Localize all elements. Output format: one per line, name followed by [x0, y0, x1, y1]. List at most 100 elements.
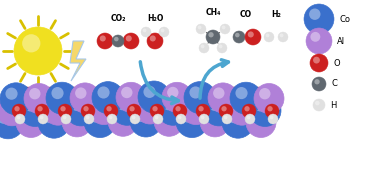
Circle shape — [237, 107, 253, 123]
Circle shape — [125, 109, 131, 115]
Circle shape — [206, 30, 220, 44]
Circle shape — [16, 99, 32, 115]
Circle shape — [43, 87, 59, 103]
Circle shape — [7, 107, 23, 123]
Circle shape — [245, 29, 261, 45]
Circle shape — [64, 101, 70, 108]
Circle shape — [150, 111, 165, 127]
Circle shape — [12, 111, 27, 127]
Circle shape — [306, 28, 332, 54]
Circle shape — [204, 87, 220, 103]
Circle shape — [215, 95, 219, 99]
Circle shape — [167, 87, 178, 98]
Circle shape — [256, 100, 270, 114]
Circle shape — [62, 107, 92, 137]
Circle shape — [244, 106, 250, 112]
Circle shape — [89, 95, 119, 125]
FancyArrowPatch shape — [140, 62, 178, 104]
Circle shape — [250, 87, 266, 103]
Circle shape — [245, 114, 255, 124]
Circle shape — [17, 115, 20, 119]
Circle shape — [248, 101, 254, 108]
Circle shape — [173, 104, 187, 118]
Circle shape — [126, 35, 132, 41]
Circle shape — [227, 87, 243, 103]
Circle shape — [95, 100, 109, 114]
Circle shape — [280, 33, 283, 37]
Circle shape — [160, 89, 166, 95]
Circle shape — [201, 115, 204, 119]
Circle shape — [12, 104, 26, 118]
Circle shape — [132, 115, 135, 119]
Circle shape — [246, 99, 262, 115]
Circle shape — [220, 24, 230, 34]
Circle shape — [120, 102, 126, 107]
Circle shape — [33, 109, 39, 115]
Circle shape — [106, 97, 112, 104]
Circle shape — [258, 102, 264, 107]
Text: H₂O: H₂O — [147, 14, 163, 23]
Circle shape — [131, 99, 147, 115]
Circle shape — [192, 95, 196, 99]
Circle shape — [114, 89, 120, 95]
Circle shape — [122, 107, 138, 123]
Circle shape — [235, 33, 240, 37]
Circle shape — [206, 89, 212, 95]
Circle shape — [81, 111, 96, 127]
Circle shape — [135, 94, 165, 124]
Circle shape — [217, 109, 223, 115]
Circle shape — [210, 100, 224, 114]
Circle shape — [313, 99, 325, 111]
Circle shape — [63, 115, 66, 119]
Circle shape — [181, 87, 197, 103]
Circle shape — [198, 113, 204, 119]
Circle shape — [152, 106, 158, 112]
Circle shape — [194, 109, 200, 115]
Circle shape — [103, 95, 119, 111]
Circle shape — [67, 111, 79, 123]
Circle shape — [106, 106, 112, 112]
Text: Co: Co — [339, 15, 350, 23]
Circle shape — [38, 114, 48, 124]
Circle shape — [173, 111, 188, 127]
Circle shape — [72, 100, 86, 114]
Circle shape — [80, 95, 96, 111]
Circle shape — [0, 83, 32, 115]
Circle shape — [162, 82, 192, 112]
Circle shape — [144, 94, 154, 104]
Circle shape — [213, 87, 224, 99]
FancyArrowPatch shape — [200, 60, 229, 98]
Circle shape — [144, 86, 155, 98]
Circle shape — [141, 27, 151, 37]
Circle shape — [102, 109, 108, 115]
Circle shape — [60, 113, 66, 119]
Circle shape — [40, 115, 43, 119]
Circle shape — [177, 99, 193, 115]
Circle shape — [229, 89, 235, 95]
Circle shape — [251, 112, 263, 123]
Circle shape — [97, 33, 113, 49]
Circle shape — [89, 110, 102, 122]
Circle shape — [45, 89, 51, 95]
Circle shape — [265, 104, 279, 118]
Circle shape — [263, 109, 269, 115]
Circle shape — [118, 100, 132, 114]
Circle shape — [199, 114, 209, 124]
Circle shape — [172, 95, 188, 111]
Circle shape — [22, 34, 40, 52]
Circle shape — [221, 113, 227, 119]
Circle shape — [98, 86, 109, 98]
Circle shape — [267, 97, 273, 104]
Circle shape — [259, 94, 269, 104]
Circle shape — [244, 113, 250, 119]
Circle shape — [70, 83, 100, 113]
Circle shape — [116, 98, 129, 110]
Circle shape — [31, 95, 35, 99]
Circle shape — [114, 37, 119, 41]
Circle shape — [224, 115, 227, 119]
Circle shape — [43, 111, 56, 123]
Circle shape — [223, 99, 239, 115]
Circle shape — [153, 114, 163, 124]
Circle shape — [212, 102, 218, 107]
Circle shape — [126, 95, 142, 111]
